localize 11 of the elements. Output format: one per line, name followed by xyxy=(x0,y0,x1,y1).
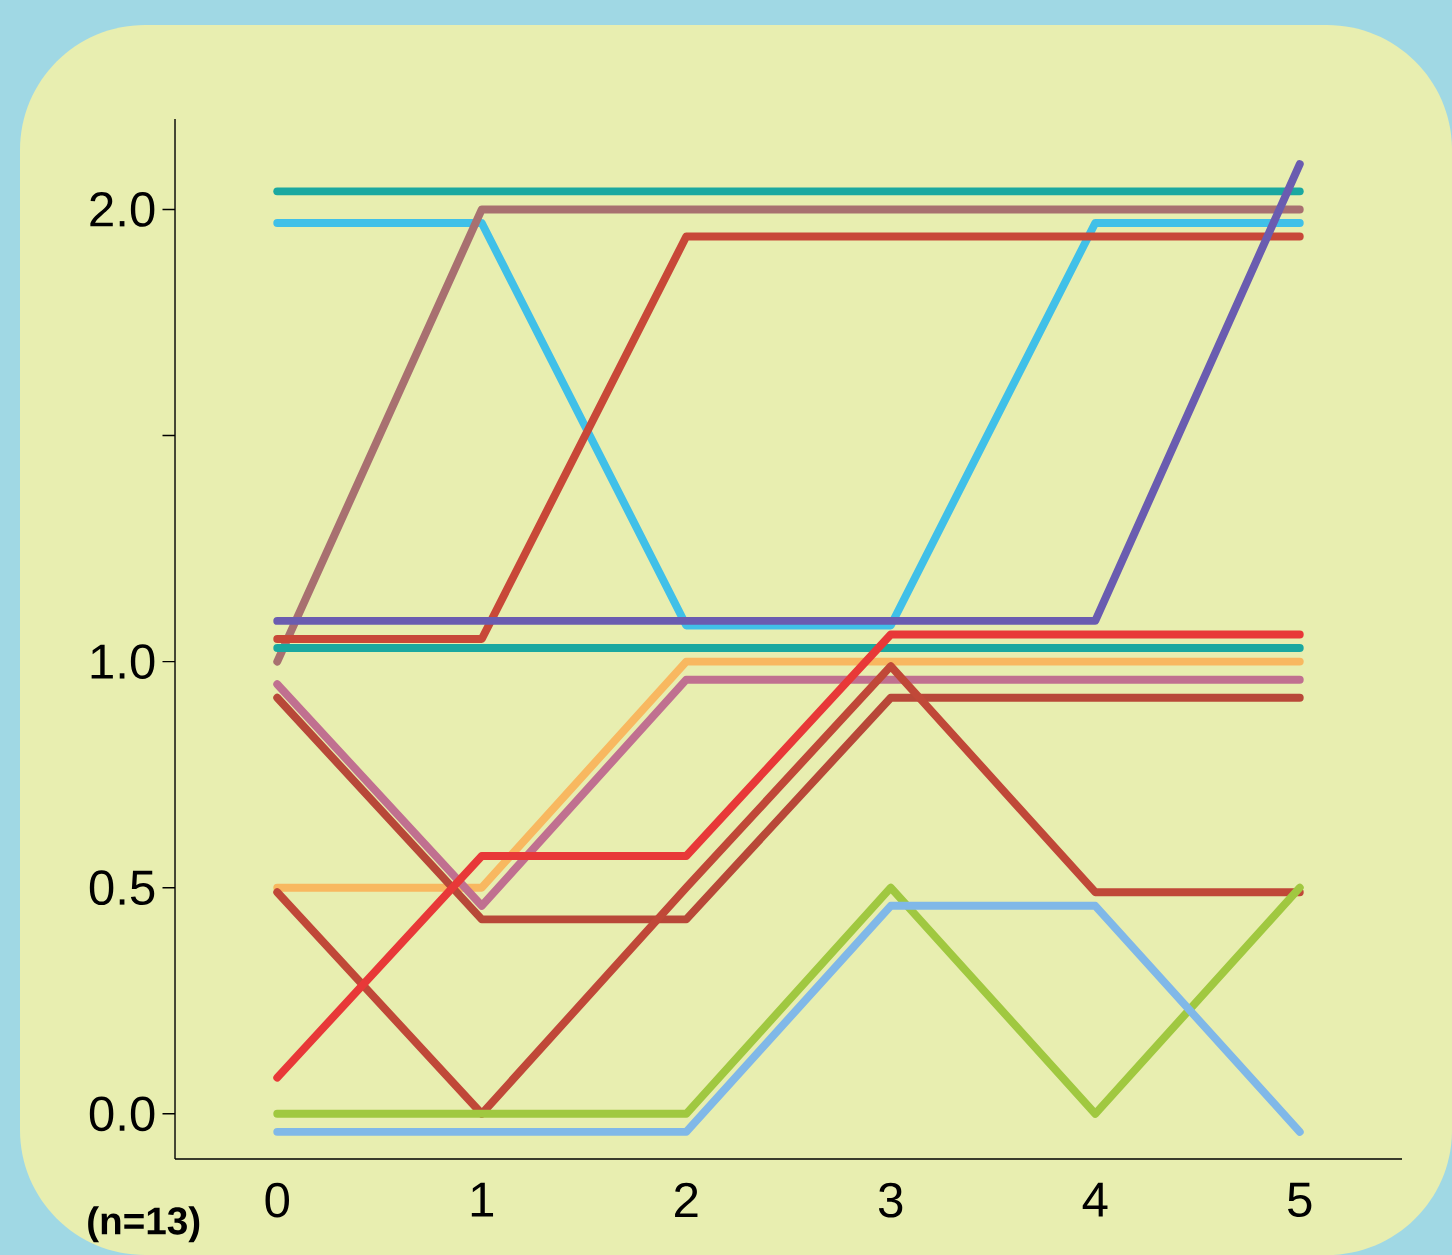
y-tick-label: 2.0 xyxy=(90,192,155,227)
x-tick-label: 2 xyxy=(675,1182,698,1218)
y-tick-label: 1.0 xyxy=(91,644,155,680)
x-tick-label: 0 xyxy=(265,1182,290,1218)
text: (n=13) xyxy=(88,1206,200,1243)
x-tick-label: 4 xyxy=(1082,1182,1108,1217)
x-tick-label: 5 xyxy=(1288,1182,1312,1218)
y-tick-label: 0.0 xyxy=(89,1096,155,1132)
y-tick-label: 0.5 xyxy=(89,870,155,906)
x-tick-label: 1 xyxy=(471,1182,494,1217)
x-tick-label: 3 xyxy=(878,1182,903,1218)
